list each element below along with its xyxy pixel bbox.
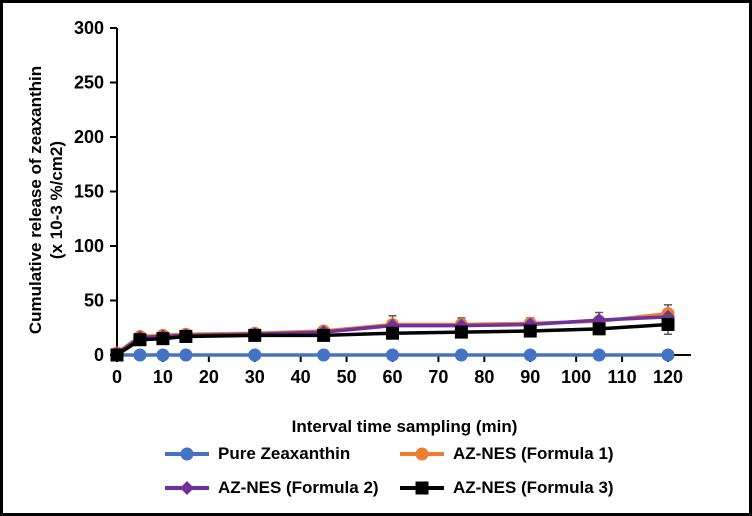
legend-label: Pure Zeaxanthin <box>218 444 351 463</box>
legend-item-az-nes-formula-3: AZ-NES (Formula 3) <box>400 474 614 502</box>
x-tick-label: 70 <box>428 367 448 387</box>
x-tick-label: 0 <box>112 367 122 387</box>
x-tick-label: 20 <box>199 367 219 387</box>
x-tick-label: 60 <box>382 367 402 387</box>
y-tick-label: 300 <box>74 18 104 38</box>
x-tick-label: 120 <box>653 367 683 387</box>
y-tick-label: 150 <box>74 182 104 202</box>
x-tick-label: 10 <box>153 367 173 387</box>
legend-label: AZ-NES (Formula 2) <box>218 478 379 497</box>
legend-item-az-nes-formula-2: AZ-NES (Formula 2) <box>165 474 379 502</box>
x-tick-label: 80 <box>474 367 494 387</box>
series-3 <box>110 313 675 362</box>
series-0 <box>110 348 675 362</box>
legend-marker-formula-1-circle-icon <box>400 447 444 461</box>
x-tick-label: 50 <box>337 367 357 387</box>
x-tick-label: 100 <box>561 367 591 387</box>
legend-marker-formula-3-square-icon <box>400 481 444 495</box>
y-axis-title-line1: Cumulative release of zeaxanthin <box>26 65 45 335</box>
x-axis-ticks: 0 10 20 30 40 50 60 70 80 90 100 110 120 <box>112 355 683 387</box>
x-tick-label: 40 <box>291 367 311 387</box>
y-tick-label: 100 <box>74 236 104 256</box>
legend-label: AZ-NES (Formula 1) <box>453 444 614 463</box>
legend-item-pure-zeaxanthin: Pure Zeaxanthin <box>165 440 350 468</box>
x-tick-label: 30 <box>245 367 265 387</box>
y-tick-label: 0 <box>94 345 104 365</box>
y-tick-label: 250 <box>74 73 104 93</box>
y-tick-label: 200 <box>74 127 104 147</box>
legend-marker-formula-2-diamond-icon <box>165 481 209 495</box>
legend-marker-pure-zeaxanthin-circle-icon <box>165 447 209 461</box>
x-tick-label: 90 <box>520 367 540 387</box>
y-tick-label: 50 <box>84 291 104 311</box>
legend-label: AZ-NES (Formula 3) <box>453 478 614 497</box>
legend-item-az-nes-formula-1: AZ-NES (Formula 1) <box>400 440 614 468</box>
y-axis-title-line2: (x 10-3 %/cm2) <box>47 140 66 260</box>
y-axis-ticks: 0 50 100 150 200 250 300 <box>74 18 117 365</box>
x-tick-label: 110 <box>608 367 637 387</box>
axes <box>116 28 691 356</box>
x-axis-title: Interval time sampling (min) <box>291 417 518 436</box>
